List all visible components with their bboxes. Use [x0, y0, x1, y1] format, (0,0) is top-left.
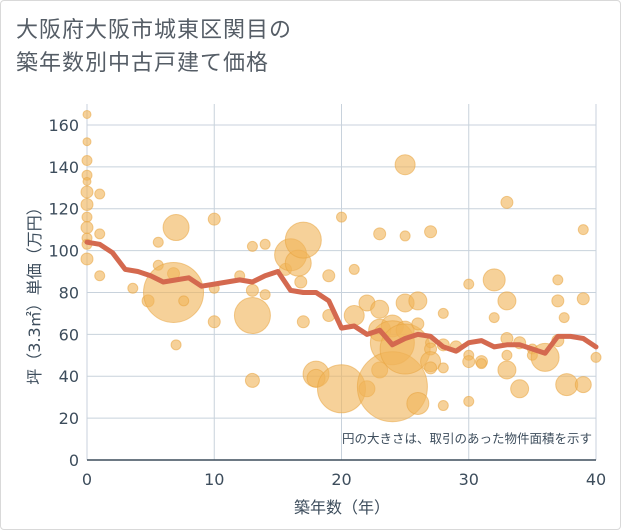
y-tick-label: 60 — [59, 325, 79, 344]
bubble-point — [152, 236, 164, 248]
bubble-point — [80, 198, 94, 212]
bubble-point — [408, 291, 428, 311]
bubble-point — [94, 188, 106, 200]
bubble-point — [577, 224, 589, 236]
bubble-point — [399, 230, 411, 242]
bubble-point — [510, 379, 530, 399]
x-tick-label: 30 — [459, 470, 479, 489]
bubble-point — [411, 317, 425, 331]
bubble-point — [170, 339, 182, 351]
bubble-point — [590, 351, 602, 363]
bubble-point — [162, 214, 190, 242]
chart-title-line-1: 大阪府大阪市城東区関目の — [16, 18, 293, 43]
trend-line — [84, 239, 599, 356]
bubble-point — [482, 268, 506, 292]
bubble-point — [245, 283, 259, 297]
bubble-point — [497, 291, 517, 311]
bubble-point — [500, 195, 514, 209]
bubble-point — [406, 391, 430, 415]
bubble-series — [80, 109, 602, 423]
x-tick-label: 20 — [331, 470, 351, 489]
bubble-point — [259, 238, 271, 250]
bubble-point — [82, 109, 92, 119]
bubble-point — [94, 228, 106, 240]
x-tick-label: 10 — [204, 470, 224, 489]
bubble-point — [370, 299, 390, 319]
y-axis-label: 坪（3.3㎡）単価（万円） — [25, 199, 44, 384]
bubble-point — [576, 292, 590, 306]
bubble-point — [463, 395, 475, 407]
bubble-point — [294, 275, 308, 289]
bubble-point — [244, 372, 260, 388]
x-tick-label: 0 — [82, 470, 92, 489]
x-tick-label: 40 — [586, 470, 606, 489]
bubble-point — [81, 155, 93, 167]
bubble-point — [322, 269, 336, 283]
x-axis-label: 築年数（年） — [294, 498, 390, 517]
bubble-point — [296, 315, 310, 329]
bubble-point — [80, 185, 94, 199]
chart-title-line-2: 築年数別中古戸建て価格 — [16, 51, 270, 76]
y-tick-label: 140 — [48, 158, 79, 177]
bubble-point — [207, 315, 221, 329]
bubble-point — [501, 349, 513, 361]
bubble-point — [80, 221, 94, 235]
bubble-point — [488, 312, 500, 324]
bubble-point — [143, 261, 205, 323]
y-tick-label: 120 — [48, 200, 79, 219]
y-tick-label: 40 — [59, 367, 79, 386]
bubble-point — [207, 212, 221, 226]
bubble-point — [462, 355, 476, 369]
bubble-point — [437, 307, 449, 319]
bubble-point — [555, 373, 579, 397]
bubble-point — [394, 154, 416, 176]
bubble-point — [127, 282, 139, 294]
bubble-point — [82, 176, 92, 186]
size-annotation: 円の大きさは、取引のあった物件面積を示す — [342, 431, 592, 446]
bubble-point — [80, 252, 94, 266]
bubble-point — [178, 295, 190, 307]
bubble-point — [497, 360, 517, 380]
chart-title: 大阪府大阪市城東区関目の 築年数別中古戸建て価格 — [16, 14, 292, 80]
y-tick-label: 100 — [48, 242, 79, 261]
bubble-point — [81, 211, 93, 223]
bubble-point — [82, 137, 92, 147]
bubble-point — [424, 361, 438, 375]
bubble-point — [424, 225, 438, 239]
bubble-point — [437, 362, 449, 374]
bubble-point — [259, 289, 271, 301]
y-tick-label: 160 — [48, 116, 79, 135]
axis-ticks: 0 20 40 60 80 100 120 140 160 0 10 20 30 40 — [48, 116, 606, 489]
bubble-point — [558, 312, 570, 324]
bubble-point — [373, 227, 387, 241]
bubble-point — [475, 358, 487, 370]
bubble-point — [94, 270, 106, 282]
bubble-point — [336, 211, 347, 223]
bubble-point — [233, 297, 271, 335]
bubble-point — [574, 376, 592, 394]
bubble-point — [284, 221, 322, 259]
bubble-point — [552, 274, 564, 286]
bubble-point — [551, 294, 565, 308]
y-tick-label: 20 — [59, 409, 79, 428]
y-tick-label: 80 — [59, 283, 79, 302]
bubble-point — [348, 263, 360, 275]
bubble-point — [463, 278, 475, 290]
y-tick-label: 0 — [69, 451, 79, 470]
bubble-point — [437, 400, 449, 412]
bubble-point — [246, 240, 258, 252]
